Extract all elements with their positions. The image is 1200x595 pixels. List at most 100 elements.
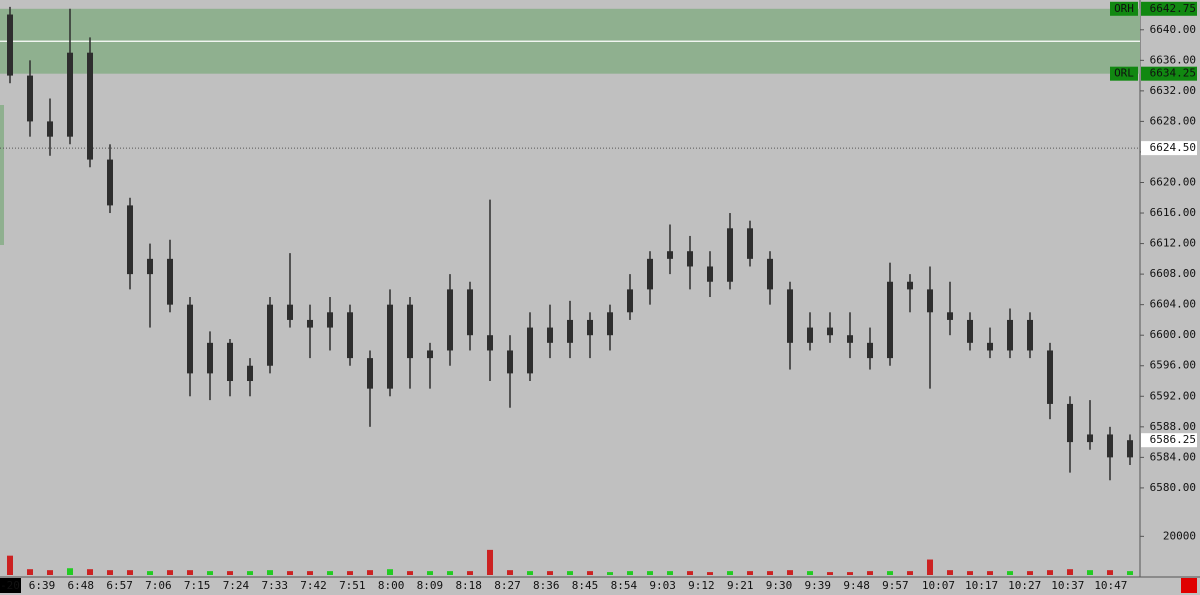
volume-bar [1007, 571, 1013, 575]
volume-bar [1127, 571, 1133, 575]
candle-body [1087, 434, 1093, 443]
volume-bar [1047, 570, 1053, 575]
volume-bar [527, 571, 533, 575]
candle-body [1107, 434, 1113, 458]
volume-bar [27, 569, 33, 575]
candle-body [687, 251, 693, 267]
x-tick-label: 7:51 [339, 579, 366, 592]
y-tick-label: 6620.00 [1150, 175, 1196, 188]
candle-body [747, 228, 753, 259]
volume-bar [887, 571, 893, 575]
y-tick-label: 6636.00 [1150, 53, 1196, 66]
volume-bar [787, 570, 793, 575]
volume-bar [47, 570, 53, 575]
candle-body [827, 327, 833, 336]
candle-body [887, 281, 893, 359]
scroll-button[interactable] [1181, 578, 1197, 593]
x-tick-label: 9:21 [727, 579, 754, 592]
candle-body [507, 350, 513, 374]
volume-bar [407, 571, 413, 575]
volume-bar [727, 571, 733, 575]
candle-body [587, 319, 593, 336]
candle-body [387, 304, 393, 389]
candle-body [607, 312, 613, 336]
volume-bar [467, 571, 473, 575]
volume-bar [627, 571, 633, 575]
x-tick-label: 9:12 [688, 579, 715, 592]
candle-body [87, 52, 93, 160]
candle-body [327, 312, 333, 328]
volume-bar [747, 571, 753, 575]
volume-bar [7, 555, 13, 575]
candle-body [567, 319, 573, 343]
x-tick-label: 8:18 [455, 579, 482, 592]
x-tick-label: 10:37 [1051, 579, 1084, 592]
volume-bar [967, 571, 973, 575]
volume-bar [667, 571, 673, 575]
candle-body [367, 358, 373, 389]
y-tick-label: 6632.00 [1150, 84, 1196, 97]
candle-body [627, 289, 633, 313]
volume-bar [327, 571, 333, 575]
volume-bar [1087, 570, 1093, 575]
volume-bar [567, 571, 573, 575]
volume-bar [587, 571, 593, 575]
x-tick-label: -20 [0, 579, 20, 592]
volume-bar [487, 549, 493, 575]
candle-body [1007, 319, 1013, 351]
y-tick-label: 6616.00 [1150, 206, 1196, 219]
candle-body [927, 289, 933, 313]
candle-body [807, 327, 813, 343]
level-price-box [1141, 66, 1197, 81]
candle-body [427, 350, 433, 359]
volume-bar [1107, 570, 1113, 575]
volume-bar [1027, 571, 1033, 575]
candle-body [787, 289, 793, 343]
candle-body [227, 342, 233, 382]
time-label-box [0, 578, 21, 593]
volume-bar [947, 570, 953, 575]
y-tick-label: 6612.00 [1150, 237, 1196, 250]
volume-bar [867, 571, 873, 575]
y-tick-label: 6604.00 [1150, 298, 1196, 311]
x-tick-label: 7:06 [145, 579, 172, 592]
candle-body [467, 289, 473, 336]
volume-bar [147, 571, 153, 575]
candle-body [1067, 403, 1073, 443]
candle-body [187, 304, 193, 374]
candle-body [667, 251, 673, 259]
y-tick-label: 6592.00 [1150, 389, 1196, 402]
x-tick-label: 9:30 [766, 579, 793, 592]
volume-bar [907, 571, 913, 575]
candle-body [247, 365, 253, 382]
volume-bar [847, 572, 853, 575]
x-tick-label: 10:27 [1008, 579, 1041, 592]
candle-body [947, 312, 953, 320]
level-price: 6634.25 [1150, 67, 1196, 80]
level-price: 6642.75 [1150, 2, 1196, 15]
x-tick-label: 7:24 [223, 579, 250, 592]
volume-bar [87, 569, 93, 575]
candle-body [447, 289, 453, 351]
x-tick-label: 9:03 [649, 579, 676, 592]
x-tick-label: 8:45 [572, 579, 599, 592]
candle-body [167, 258, 173, 305]
volume-bar [687, 571, 693, 575]
candle-body [767, 258, 773, 290]
volume-bar [227, 571, 233, 575]
candle-body [967, 319, 973, 343]
x-tick-label: 6:48 [68, 579, 95, 592]
y-tick-label: 6608.00 [1150, 267, 1196, 280]
x-tick-label: 10:47 [1094, 579, 1127, 592]
candle-body [847, 335, 853, 343]
level-tag: ORL [1114, 67, 1134, 80]
candle-body [127, 205, 133, 275]
candle-body [647, 258, 653, 290]
candle-body [727, 228, 733, 282]
volume-bar [167, 570, 173, 575]
candle-body [707, 266, 713, 282]
volume-bar [987, 571, 993, 575]
candle-body [47, 121, 53, 137]
